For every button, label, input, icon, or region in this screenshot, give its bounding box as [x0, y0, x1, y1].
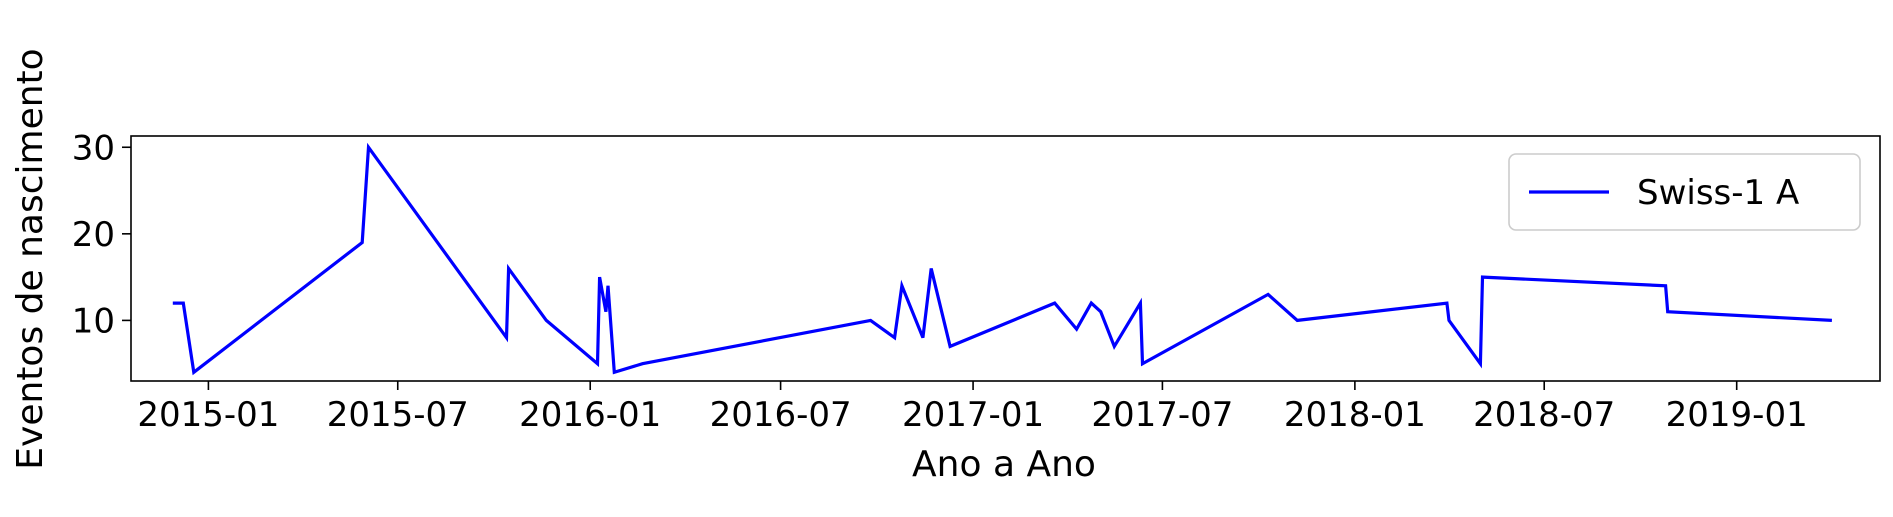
x-axis-label: Ano a Ano [912, 444, 1096, 485]
x-tick-label: 2017-07 [1091, 395, 1233, 435]
series-line-swiss-1-a [172, 142, 1832, 376]
legend-box [1508, 153, 1861, 231]
x-tick-label: 2016-07 [710, 395, 852, 435]
x-tick-label: 2019-01 [1666, 395, 1808, 435]
legend-label: Swiss-1 A [1637, 173, 1799, 213]
x-tick-label: 2016-01 [519, 395, 661, 435]
x-tick-label: 2017-01 [902, 395, 1044, 435]
y-axis: 10 20 30 [72, 128, 131, 341]
y-tick-label: 30 [72, 128, 115, 168]
legend: Swiss-1 A [1508, 153, 1861, 231]
x-axis: 2015-01 2015-07 2016-01 2016-07 2017-01 2017-… [137, 381, 1808, 435]
x-tick-label: 2015-07 [327, 395, 469, 435]
y-tick-label: 10 [72, 301, 115, 341]
y-tick-label: 20 [72, 215, 115, 255]
y-axis-label: Eventos de nascimento [10, 48, 51, 469]
x-tick-label: 2015-01 [137, 395, 279, 435]
x-tick-label: 2018-01 [1284, 395, 1426, 435]
x-tick-label: 2018-07 [1473, 395, 1615, 435]
